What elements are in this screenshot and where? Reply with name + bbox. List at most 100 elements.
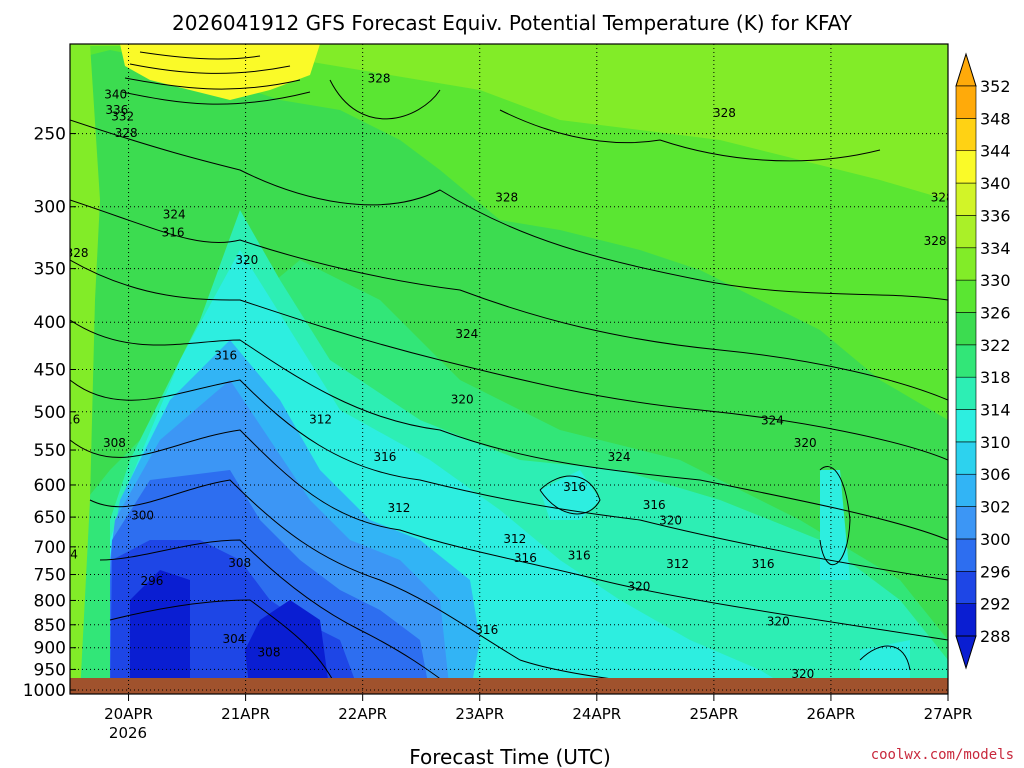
y-tick-label: 1000 [23, 681, 66, 701]
terrain-strip [70, 678, 948, 694]
colorbar-segment [955, 603, 977, 637]
chart-title: 2026041912 GFS Forecast Equiv. Potential… [172, 11, 853, 35]
x-axis-title: Forecast Time (UTC) [409, 745, 611, 768]
contour-label: 308 [258, 646, 281, 660]
colorbar-segment [955, 473, 977, 507]
colorbar-label: 330 [980, 271, 1011, 290]
contour-label: 316 [643, 498, 666, 512]
colorbar-label: 352 [980, 77, 1011, 96]
contour-label: 308 [103, 436, 126, 450]
field-band-yellow-green [70, 44, 948, 200]
colorbar-segment [955, 538, 977, 572]
colorbar-label: 288 [980, 627, 1011, 646]
contour-label: 296 [140, 574, 163, 588]
contour-label: 316 [563, 480, 586, 494]
colorbar-label: 326 [980, 303, 1011, 322]
contour-label: 328 [713, 106, 736, 120]
x-axis-year-label: 2026 [109, 724, 147, 742]
colorbar-label: 292 [980, 595, 1011, 614]
y-tick-label: 350 [34, 260, 66, 280]
x-axis: 20APR 21APR 22APR 23APR 24APR 25APR 26APR 27APR [104, 694, 972, 723]
colorbar-segment [955, 279, 977, 313]
y-tick-label: 600 [34, 476, 66, 496]
colorbar-label: 344 [980, 142, 1011, 161]
contour-label: 316 [373, 450, 396, 464]
contour-label: 328 [368, 71, 391, 85]
colorbar-label: 336 [980, 206, 1011, 225]
contour-label: 324 [761, 413, 784, 427]
x-tick-label: 20APR [104, 705, 153, 723]
x-tick-label: 27APR [924, 705, 973, 723]
colorbar-segment [955, 570, 977, 604]
time-gridlines [128, 44, 948, 694]
colorbar-segment [955, 85, 977, 119]
y-tick-label: 700 [34, 538, 66, 558]
x-tick-label: 23APR [455, 705, 504, 723]
contour-label: 312 [309, 413, 332, 427]
contour-label: 328 [66, 246, 89, 260]
colorbar-label: 314 [980, 401, 1011, 420]
colorbar-segment [955, 506, 977, 540]
contour-label: 316 [752, 557, 775, 571]
y-tick-label: 650 [34, 508, 66, 528]
y-tick-label: 550 [34, 441, 66, 461]
colorbar-label: 296 [980, 562, 1011, 581]
colorbar-segment [955, 118, 977, 152]
x-tick-label: 26APR [807, 705, 856, 723]
colorbar-label: 310 [980, 433, 1011, 452]
x-tick-label: 24APR [572, 705, 621, 723]
colorbar-label: 318 [980, 368, 1011, 387]
credit-text: coolwx.com/models [871, 747, 1014, 763]
contour-label: 324 [455, 327, 478, 341]
x-tick-label: 21APR [221, 705, 270, 723]
contour-lines [70, 51, 948, 694]
contour-label: 328 [924, 234, 947, 248]
y-tick-label: 400 [34, 313, 66, 333]
contour-label: 312 [388, 501, 411, 515]
colorbar-segment [955, 376, 977, 410]
field-band-darkest-blue [245, 600, 330, 694]
contour-label: 332 [111, 110, 134, 124]
contour-label: 340 [104, 87, 127, 101]
contour-label: 320 [235, 253, 258, 267]
colorbar-segment [955, 409, 977, 443]
colorbar-segment [955, 182, 977, 216]
colorbar-segment [955, 312, 977, 346]
contour-label: 320 [627, 579, 650, 593]
y-tick-label: 750 [34, 566, 66, 586]
colorbar-label: 334 [980, 239, 1011, 258]
colorbar-segment [955, 247, 977, 281]
contour-label: 300 [131, 509, 154, 523]
contour-label: 304 [55, 548, 78, 562]
contour-label: 320 [791, 667, 814, 681]
contour-label: 320 [659, 513, 682, 527]
colorbar-label: 306 [980, 465, 1011, 484]
contour-label: 316 [568, 548, 591, 562]
colorbar-label: 300 [980, 530, 1011, 549]
colorbar-label: 322 [980, 336, 1011, 355]
colorbar-top-cap [955, 52, 977, 87]
field-band-strip-left [70, 44, 100, 694]
contour-label: 316 [475, 623, 498, 637]
contour-label: 304 [222, 632, 245, 646]
contour-label: 312 [503, 532, 526, 546]
contour-label: 316 [214, 349, 237, 363]
contour-label: 316 [57, 413, 80, 427]
y-axis: 250 300 350 400 450 500 550 600 650 700 750 800 850 9… [23, 125, 76, 701]
colorbar-label: 302 [980, 498, 1011, 517]
colorbar-segment [955, 441, 977, 475]
y-tick-label: 300 [34, 198, 66, 218]
y-tick-label: 950 [34, 660, 66, 680]
contour-label: 328 [495, 190, 518, 204]
y-tick-label: 850 [34, 616, 66, 636]
colorbar-label: 348 [980, 109, 1011, 128]
contour-label: 324 [163, 208, 186, 222]
y-tick-label: 800 [34, 591, 66, 611]
y-tick-label: 500 [34, 403, 66, 423]
contour-label: 312 [666, 557, 689, 571]
contour-label: 308 [228, 556, 251, 570]
field-band-cyan-pocket-2 [820, 470, 850, 580]
